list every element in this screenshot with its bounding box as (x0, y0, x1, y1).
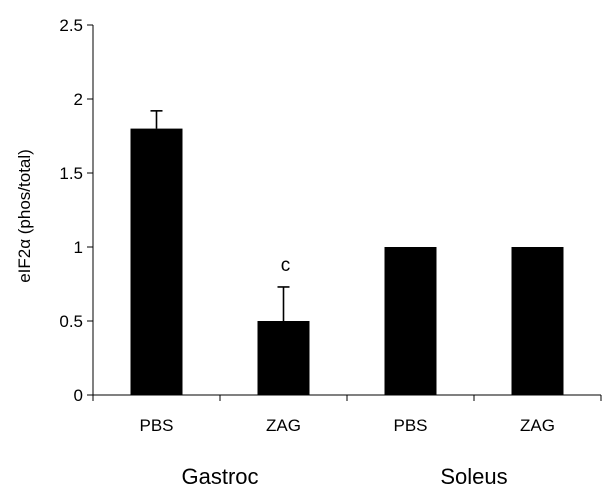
bar-3 (511, 247, 564, 395)
significance-annotation-0: c (281, 255, 291, 276)
y-tick-label-3: 1.5 (59, 164, 83, 183)
axes-layer (87, 24, 602, 401)
bar-1 (257, 321, 310, 395)
y-tick-label-1: 0.5 (59, 312, 83, 331)
group-label-1: Soleus (440, 464, 507, 489)
x-category-label-1: ZAG (266, 416, 301, 435)
group-label-0: Gastroc (181, 464, 258, 489)
bars-layer (130, 128, 564, 395)
x-category-label-2: PBS (393, 416, 427, 435)
x-category-label-3: ZAG (520, 416, 555, 435)
y-tick-label-4: 2 (74, 90, 83, 109)
y-tick-label-0: 0 (74, 386, 83, 405)
y-tick-label-2: 1 (74, 238, 83, 257)
y-axis-label: eIF2α (phos/total) (15, 149, 34, 283)
error-bars-layer (150, 110, 290, 321)
labels-layer: 0 0.5 1 1.5 2 2.5 PBS ZAG PBS ZAG Gastroc Soleus c (59, 16, 555, 489)
bar-0 (130, 128, 183, 395)
x-category-label-0: PBS (139, 416, 173, 435)
y-tick-label-5: 2.5 (59, 16, 83, 35)
bar-2 (384, 247, 437, 395)
